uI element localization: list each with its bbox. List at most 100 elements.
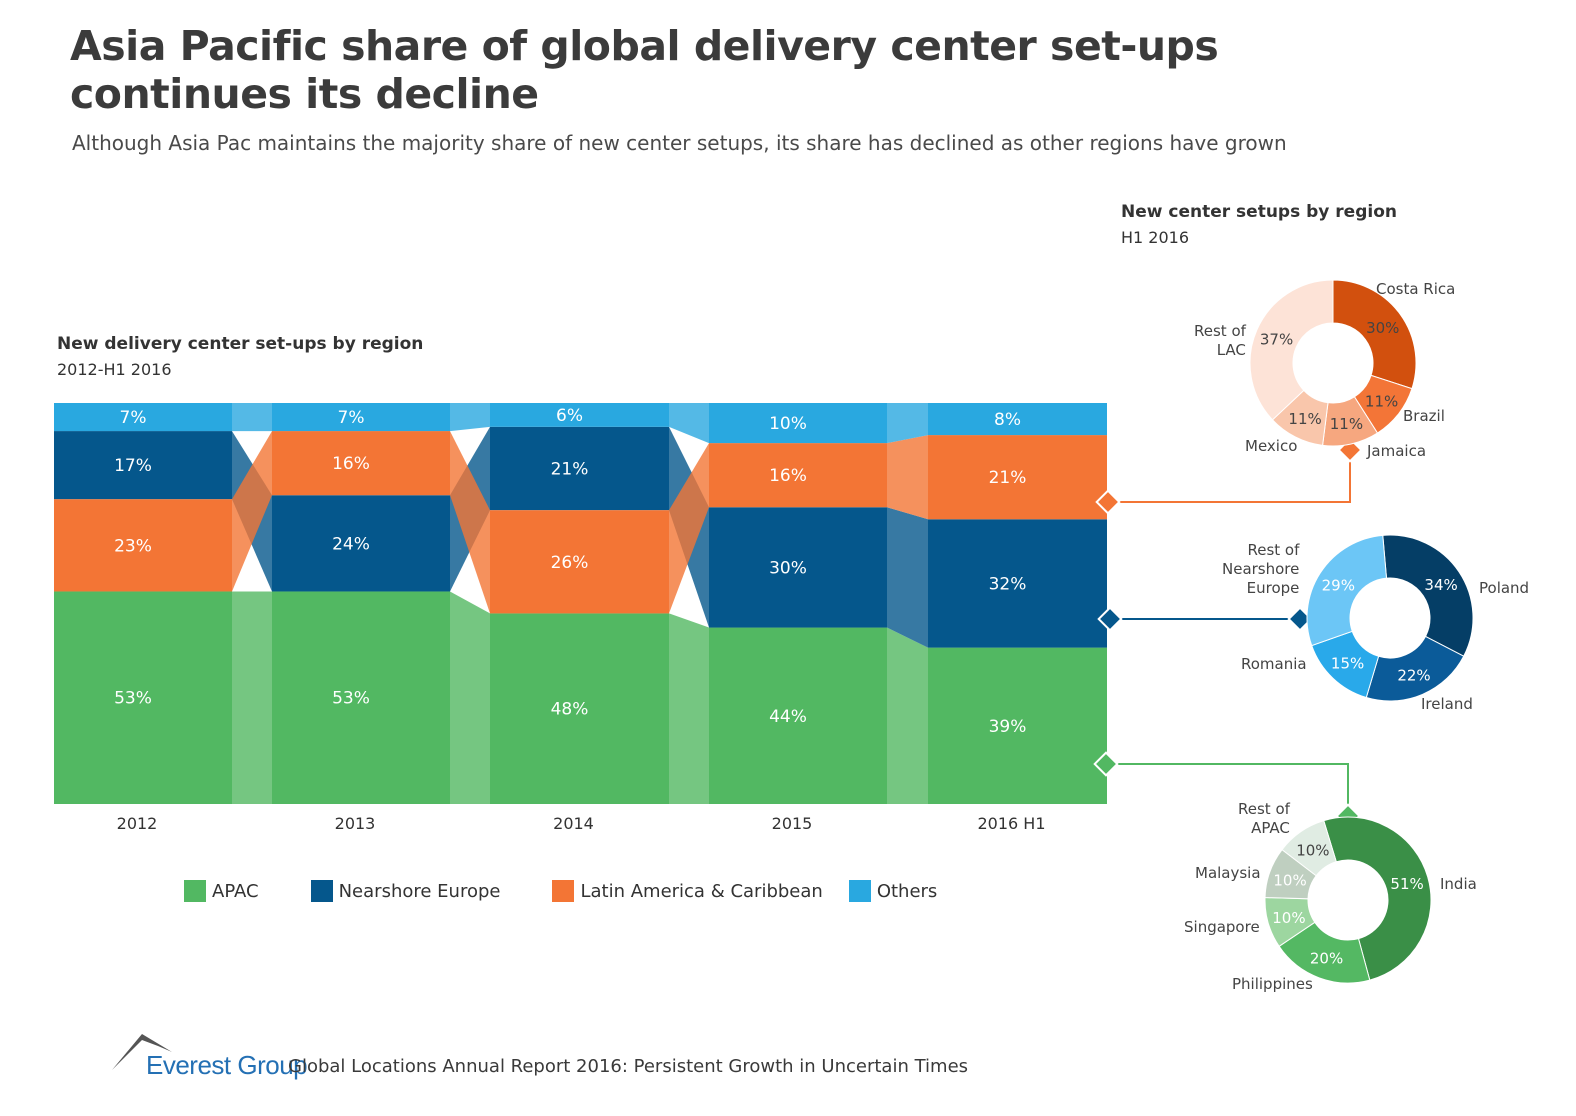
main-chart-subtitle: 2012-H1 2016 — [57, 360, 172, 379]
donut-slice — [1332, 279, 1417, 390]
data-label: 7% — [338, 408, 365, 428]
bar-segment — [54, 591, 232, 804]
data-label: 32% — [989, 574, 1027, 594]
donut-value-label: 22% — [1397, 667, 1430, 685]
donut-category-label: Rest of Nearshore Europe — [1222, 541, 1300, 597]
donut-category-label: India — [1440, 875, 1477, 893]
donut-value-label: 34% — [1424, 576, 1457, 594]
x-tick-label: 2012 — [117, 814, 158, 833]
bar-segment — [709, 443, 887, 508]
bar-segment — [54, 403, 232, 432]
data-label: 17% — [114, 456, 152, 476]
donut-section-subtitle: H1 2016 — [1121, 228, 1190, 247]
data-label: 6% — [556, 406, 583, 426]
everest-logo-icon — [112, 1034, 172, 1070]
legend-swatch — [184, 880, 206, 902]
legend-swatch — [310, 880, 333, 902]
donut-category-label: Malaysia — [1195, 864, 1261, 882]
donut-value-label: 11% — [1365, 393, 1398, 411]
bar-segment — [490, 426, 669, 511]
bar-segment — [272, 431, 450, 496]
donut-value-label: 20% — [1310, 950, 1343, 968]
donut-value-label: 30% — [1366, 319, 1399, 337]
donut-value-label: 29% — [1322, 577, 1355, 595]
bar-segment — [272, 591, 450, 804]
flow-connector-apac — [450, 591, 490, 804]
diamond-marker-icon — [1095, 489, 1121, 515]
flow-connector-latin-america-caribbean — [669, 443, 709, 614]
report-title: Global Locations Annual Report 2016: Per… — [288, 1056, 969, 1077]
data-label: 10% — [769, 414, 807, 434]
data-label: 26% — [551, 553, 589, 573]
legend-label: Others — [876, 880, 938, 902]
donut-slice — [1365, 635, 1465, 702]
data-label: 7% — [120, 408, 147, 428]
data-label: 21% — [989, 468, 1027, 488]
bar-segment — [709, 627, 887, 804]
legend-swatch — [848, 880, 871, 902]
data-label: 23% — [114, 536, 152, 556]
legend-label: APAC — [212, 880, 259, 902]
bar-segment — [272, 495, 450, 592]
bar-segment — [709, 403, 887, 444]
donut-category-label: Romania — [1241, 655, 1307, 673]
bar-segment — [928, 647, 1107, 804]
page-subtitle: Although Asia Pac maintains the majority… — [72, 131, 1287, 155]
data-label: 8% — [994, 410, 1021, 430]
donut-slice — [1382, 534, 1474, 657]
donut-slice — [1323, 816, 1432, 981]
flow-connector-apac — [669, 613, 709, 804]
donut-value-label: 11% — [1288, 410, 1321, 428]
flow-connector-apac — [232, 591, 272, 804]
x-tick-label: 2015 — [772, 814, 813, 833]
flow-connector-others — [887, 403, 928, 444]
data-label: 48% — [551, 700, 589, 720]
donut-category-label: Singapore — [1184, 918, 1260, 936]
legend-swatch — [552, 880, 575, 902]
flow-connector-latin-america-caribbean — [232, 431, 272, 592]
connector-line-lac — [1108, 450, 1351, 503]
legend-item-apac: APAC — [184, 880, 259, 902]
legend: APAC Nearshore Europe Latin America & Ca… — [184, 880, 989, 902]
data-label: 16% — [332, 454, 370, 474]
legend-item-others: Others — [848, 880, 938, 902]
x-tick-label: 2016 H1 — [977, 814, 1045, 833]
bar-segment — [490, 510, 669, 614]
flow-connector-nearshore-europe — [887, 507, 928, 648]
data-label: 30% — [769, 558, 807, 578]
flow-connector-others — [232, 403, 272, 432]
donut-value-label: 10% — [1296, 842, 1329, 860]
donut-category-label: Philippines — [1232, 975, 1313, 993]
bar-segment — [54, 431, 232, 500]
flow-connector-latin-america-caribbean — [450, 431, 490, 614]
data-label: 53% — [332, 689, 370, 709]
legend-label: Latin America & Caribbean — [580, 880, 823, 902]
donut-slice — [1306, 534, 1388, 647]
bar-segment — [928, 435, 1107, 520]
brand-name: Everest Group — [146, 1050, 308, 1080]
donut-value-label: 15% — [1331, 655, 1364, 673]
legend-item-nearshore-europe: Nearshore Europe — [310, 880, 501, 902]
diamond-marker-icon — [1093, 751, 1119, 777]
donut-category-label: Brazil — [1403, 407, 1445, 425]
legend-item-latin-america: Latin America & Caribbean — [552, 880, 823, 902]
donut-value-label: 51% — [1390, 875, 1423, 893]
donut-category-label: Rest of LAC — [1194, 322, 1246, 359]
data-label: 44% — [769, 707, 807, 727]
bar-segment — [709, 507, 887, 628]
donut-slice — [1281, 820, 1337, 877]
donut-value-label: 37% — [1260, 331, 1293, 349]
flow-connector-others — [450, 403, 490, 432]
legend-label: Nearshore Europe — [338, 880, 501, 902]
diamond-marker-icon — [1287, 606, 1313, 632]
donut-category-label: Rest of APAC — [1238, 800, 1290, 837]
donut-value-label: 11% — [1330, 415, 1363, 433]
data-label: 24% — [332, 534, 370, 554]
flow-connector-latin-america-caribbean — [887, 435, 928, 520]
x-tick-label: 2013 — [335, 814, 376, 833]
data-label: 16% — [769, 466, 807, 486]
bar-segment — [928, 519, 1107, 648]
bar-segment — [490, 613, 669, 804]
flow-connector-apac — [887, 627, 928, 804]
